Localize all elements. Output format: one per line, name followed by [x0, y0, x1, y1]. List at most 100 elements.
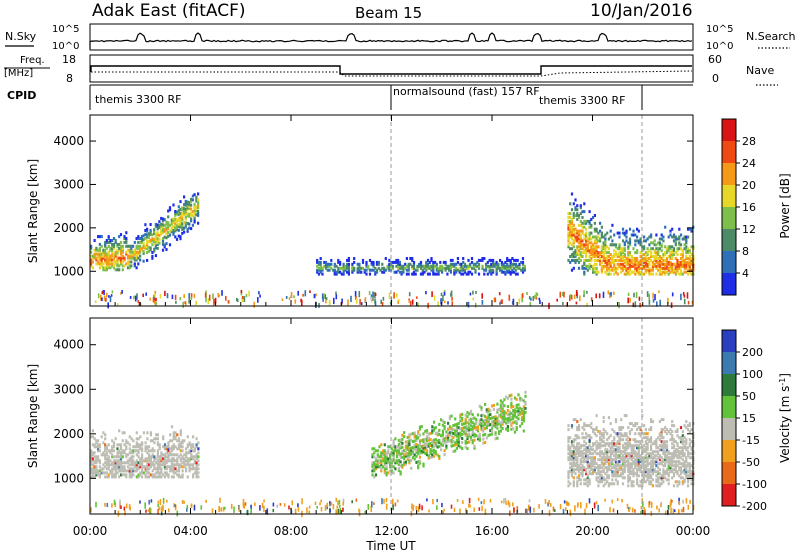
- power-cell: [658, 255, 661, 258]
- power-cell: [671, 255, 674, 258]
- velocity-cell: [579, 446, 582, 450]
- power-cell: [604, 237, 607, 241]
- velocity-cell: [132, 461, 135, 465]
- power-cell: [193, 212, 196, 216]
- velocity-cell: [121, 461, 124, 465]
- power-cell: [657, 264, 660, 268]
- velocity-cell: [570, 440, 574, 444]
- velocity-cell: [121, 449, 124, 453]
- velocity-cell: [163, 443, 167, 447]
- velocity-cell: [648, 472, 651, 476]
- power-cell: [105, 262, 108, 266]
- velocity-noise-cell: [149, 508, 152, 515]
- velocity-cell: [190, 463, 193, 467]
- power-cell: [156, 231, 159, 235]
- power-cell: [577, 216, 581, 219]
- velocity-cell: [461, 418, 464, 422]
- power-cell: [521, 266, 525, 270]
- velocity-cell: [510, 417, 513, 421]
- velocity-cell: [433, 454, 436, 458]
- power-cell: [671, 257, 674, 260]
- velocity-cell: [438, 428, 441, 432]
- power-cell: [567, 231, 570, 235]
- velocity-noise-cell: [272, 502, 275, 507]
- velocity-cell: [616, 450, 619, 454]
- power-cell: [655, 266, 658, 270]
- power-cell: [119, 262, 123, 266]
- power-cell: [658, 262, 661, 266]
- power-cell: [167, 223, 170, 227]
- power-cell: [665, 264, 669, 268]
- velocity-cell: [637, 452, 640, 456]
- power-cell: [174, 210, 177, 213]
- velocity-cell: [438, 422, 441, 426]
- power-cell: [500, 262, 503, 266]
- power-cell: [488, 270, 491, 274]
- velocity-cell: [141, 463, 144, 467]
- power-cell: [650, 233, 653, 237]
- velocity-cell: [581, 436, 584, 440]
- velocity-cell: [671, 458, 674, 462]
- power-noise-cell: [109, 296, 112, 303]
- velocity-cell: [434, 442, 437, 446]
- velocity-cell: [634, 450, 637, 454]
- velocity-cell: [657, 462, 660, 466]
- velocity-echo-cells: [90, 390, 695, 488]
- velocity-cell: [111, 445, 114, 449]
- power-cell: [109, 254, 112, 258]
- velocity-cell: [376, 449, 379, 453]
- power-cell: [676, 268, 679, 272]
- power-cell: [653, 255, 656, 258]
- power-cell: [679, 270, 683, 274]
- velocity-cell: [134, 463, 137, 467]
- velocity-noise-cell: [528, 499, 531, 503]
- power-cell: [690, 258, 693, 262]
- power-cell: [121, 256, 124, 260]
- velocity-noise-cell: [450, 504, 453, 509]
- velocity-cell: [685, 440, 688, 444]
- velocity-cell: [569, 436, 572, 440]
- velocity-noise-cell: [559, 504, 562, 510]
- velocity-cell: [648, 474, 651, 478]
- power-cell: [621, 257, 625, 260]
- power-noise-cell: [610, 291, 612, 297]
- power-cell: [574, 253, 577, 257]
- power-cell: [121, 244, 124, 248]
- velocity-cell: [607, 436, 610, 440]
- velocity-cell: [669, 458, 672, 462]
- velocity-cell: [476, 435, 480, 439]
- power-cell: [593, 262, 596, 266]
- velocity-cell: [176, 459, 179, 463]
- velocity-cell: [454, 449, 457, 453]
- velocity-cell: [478, 418, 481, 422]
- power-cell: [163, 227, 166, 231]
- velocity-cell: [123, 469, 126, 473]
- power-noise-cell: [236, 297, 238, 302]
- velocity-cell: [662, 470, 665, 474]
- velocity-noise-cell: [332, 503, 335, 510]
- velocity-cell: [681, 452, 684, 456]
- velocity-cell: [121, 451, 124, 455]
- velocity-cell: [593, 470, 596, 474]
- power-cell: [604, 258, 607, 262]
- power-cell: [641, 253, 644, 257]
- velocity-noise-cell: [513, 507, 515, 513]
- power-cell: [499, 266, 502, 270]
- velocity-cell: [585, 432, 588, 436]
- velocity-noise-cell: [157, 500, 160, 504]
- power-cell: [488, 264, 491, 268]
- power-cell: [627, 245, 630, 249]
- velocity-cell: [114, 465, 117, 469]
- velocity-cell: [134, 445, 137, 449]
- power-cell: [179, 217, 182, 221]
- velocity-cell: [130, 437, 133, 441]
- power-noise-cell: [281, 298, 284, 301]
- power-cell: [183, 211, 186, 214]
- power-cell: [687, 268, 690, 272]
- power-cell: [585, 249, 588, 253]
- power-noise-cell: [335, 294, 338, 300]
- velocity-cell: [165, 445, 168, 449]
- velocity-cell: [390, 447, 393, 451]
- velocity-cell: [651, 458, 654, 462]
- power-cell: [347, 257, 350, 260]
